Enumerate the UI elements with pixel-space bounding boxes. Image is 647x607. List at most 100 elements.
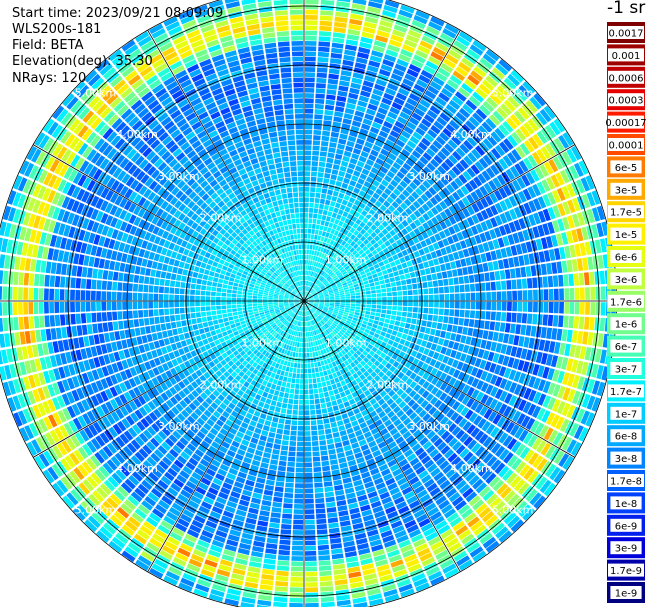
data-cell — [409, 364, 417, 372]
data-cell — [325, 496, 335, 503]
data-cell — [557, 370, 565, 384]
data-cell — [364, 141, 374, 149]
data-cell — [305, 9, 319, 15]
data-cell — [390, 179, 399, 188]
data-cell — [543, 482, 556, 497]
data-cell — [304, 160, 311, 166]
data-cell — [459, 432, 470, 443]
data-cell — [347, 270, 353, 275]
data-cell — [289, 597, 303, 603]
data-cell — [443, 278, 449, 286]
data-cell — [305, 286, 308, 291]
data-cell — [338, 425, 346, 432]
data-cell — [308, 281, 312, 287]
data-cell — [389, 373, 397, 381]
data-cell — [306, 292, 310, 297]
data-cell — [315, 273, 320, 279]
data-cell — [338, 312, 343, 316]
data-cell — [393, 97, 405, 106]
data-cell — [466, 455, 478, 466]
data-cell — [388, 389, 396, 397]
data-cell — [376, 135, 386, 143]
data-cell — [504, 393, 513, 404]
data-cell — [318, 387, 323, 393]
data-cell — [464, 409, 474, 420]
data-cell — [225, 325, 231, 331]
data-cell — [398, 193, 407, 202]
data-cell — [320, 313, 325, 317]
data-cell — [306, 342, 309, 348]
data-cell — [308, 297, 314, 300]
data-cell — [340, 70, 352, 77]
data-cell — [288, 446, 296, 452]
data-cell — [310, 239, 314, 245]
data-cell — [323, 237, 328, 243]
data-cell — [389, 261, 396, 267]
data-cell — [317, 361, 322, 367]
data-cell — [362, 332, 369, 337]
data-cell — [351, 77, 363, 85]
data-cell — [314, 297, 319, 299]
data-cell — [276, 565, 289, 571]
data-cell — [412, 131, 423, 141]
data-cell — [300, 368, 304, 374]
data-cell — [335, 347, 341, 353]
data-cell — [354, 261, 361, 267]
data-cell — [259, 510, 270, 517]
data-cell — [315, 98, 325, 104]
data-cell — [396, 264, 403, 270]
data-cell — [209, 341, 216, 348]
data-cell — [292, 373, 297, 379]
data-cell — [346, 102, 356, 110]
data-cell — [418, 295, 424, 301]
data-cell — [334, 278, 340, 283]
data-cell — [469, 236, 477, 246]
data-cell — [577, 212, 585, 226]
data-cell — [304, 291, 306, 296]
data-cell — [331, 42, 344, 49]
data-cell — [265, 398, 272, 405]
data-cell — [305, 545, 317, 551]
data-cell — [347, 28, 361, 36]
data-cell — [470, 337, 477, 346]
data-cell — [329, 257, 335, 263]
data-cell — [422, 381, 430, 389]
data-cell — [471, 378, 480, 388]
data-cell — [453, 390, 462, 400]
data-cell — [415, 465, 426, 475]
data-cell — [389, 192, 398, 200]
data-cell — [512, 358, 520, 370]
data-cell — [417, 387, 426, 396]
data-cell — [311, 277, 315, 282]
data-cell — [393, 450, 403, 459]
data-cell — [277, 396, 283, 403]
data-cell — [498, 530, 512, 543]
data-cell — [319, 445, 327, 451]
data-cell — [569, 344, 577, 358]
data-cell — [494, 429, 504, 441]
data-cell — [456, 361, 464, 371]
data-cell — [319, 570, 332, 577]
data-cell — [537, 210, 546, 223]
data-cell — [366, 360, 373, 367]
data-cell — [388, 324, 394, 330]
data-cell — [385, 225, 393, 232]
data-cell — [474, 319, 480, 328]
data-cell — [377, 378, 385, 386]
data-cell — [402, 189, 410, 198]
data-cell — [556, 401, 566, 415]
data-cell — [355, 309, 360, 313]
data-cell — [393, 405, 401, 414]
data-cell — [439, 294, 445, 301]
data-cell — [375, 246, 382, 253]
data-cell — [335, 297, 340, 300]
data-cell — [534, 166, 545, 180]
data-cell — [510, 519, 524, 533]
data-cell — [321, 271, 325, 276]
data-cell — [539, 425, 550, 438]
data-cell — [304, 467, 313, 473]
data-cell — [311, 250, 315, 256]
data-cell — [404, 255, 411, 262]
data-cell — [461, 82, 474, 94]
data-cell — [312, 245, 316, 250]
